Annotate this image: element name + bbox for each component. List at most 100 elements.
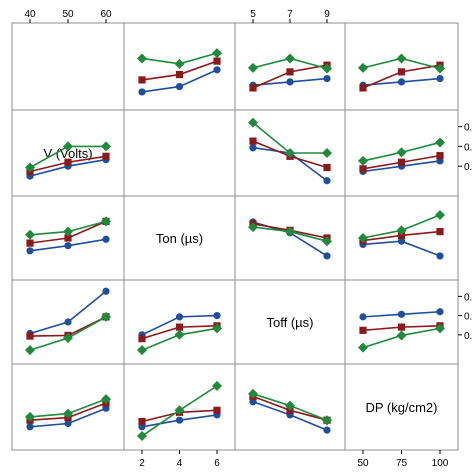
data-point [213,66,221,74]
interaction-panel [25,394,111,431]
data-point [285,400,295,411]
y-tick-label: 0. [464,142,472,153]
interaction-panel [358,137,445,176]
data-point [435,209,445,220]
interaction-panel [25,216,111,255]
data-point [248,388,258,399]
data-point [323,177,331,185]
data-point [285,148,295,158]
data-point [175,70,184,79]
data-point [175,83,184,91]
data-point [322,415,332,426]
data-point [26,247,34,255]
data-point [63,333,73,343]
data-point [397,323,406,331]
data-point [248,117,258,128]
series-layer [25,48,445,442]
panel-r1-c1 [123,109,236,197]
y-tick-label: 0. [464,162,472,173]
x-tick-label: 7 [287,9,293,20]
x-tick-label: 4 [177,458,183,469]
data-point [25,162,35,173]
data-point [358,155,368,166]
data-point [174,405,185,416]
data-point [138,76,146,84]
factor-label: Ton (µs) [156,231,203,246]
data-point [323,426,331,434]
data-point [25,411,35,422]
interaction-panel [248,117,332,185]
interaction-panel [248,53,332,92]
data-point [175,313,184,321]
data-point [25,229,35,240]
data-point [396,147,407,158]
interaction-panel [137,312,222,356]
interaction-panel [358,53,445,92]
data-point [138,88,146,96]
data-point [359,84,367,92]
data-point [286,78,294,86]
data-point [213,57,221,65]
y-tick-label: 0. [464,331,472,342]
data-point [285,53,295,64]
data-point [102,152,110,160]
data-point [212,48,222,59]
y-tick-label: 0. [464,292,472,303]
data-point [175,416,184,424]
data-point [213,312,221,320]
data-point [64,158,72,166]
data-point [249,144,257,152]
x-tick-label: 5 [250,9,256,20]
data-point [26,423,34,431]
data-point [63,408,73,419]
data-point [212,323,222,334]
data-point [102,235,110,243]
data-point [63,141,73,152]
x-tick-label: 2 [139,458,145,469]
x-tick-label: 60 [100,9,112,20]
data-point [396,53,407,64]
data-point [285,226,295,237]
data-point [26,239,34,247]
panel-r2-c1 [123,195,236,281]
panel-r3-c2 [234,279,346,365]
data-point [137,53,147,64]
data-point [397,78,406,86]
x-tick-label: 50 [62,9,74,20]
data-point [101,394,111,405]
data-point [436,308,444,316]
data-point [174,58,185,69]
data-point [138,417,146,426]
data-point [358,342,368,353]
data-point [396,330,407,341]
data-point [436,252,444,260]
data-point [322,148,332,158]
data-point [212,380,222,391]
data-point [249,84,257,92]
factor-label: DP (kg/cm2) [366,400,438,415]
data-point [436,152,444,160]
data-point [436,228,444,236]
data-point [323,74,331,83]
interaction-panel [358,308,445,353]
data-point [64,242,72,250]
interaction-panel [248,388,332,434]
data-point [397,231,406,240]
data-point [248,222,258,233]
panel-r0-c0 [11,22,125,111]
data-point [435,323,445,334]
data-point [213,406,221,414]
data-point [397,310,406,318]
data-point [397,68,406,76]
data-point [435,63,445,74]
interaction-panel [248,218,332,260]
data-point [101,311,111,322]
data-point [102,287,110,295]
data-point [396,225,407,236]
data-point [358,62,368,73]
panel-r4-c3 [344,363,459,451]
x-tick-label: 6 [214,458,220,469]
data-point [435,137,445,148]
data-point [322,63,332,74]
